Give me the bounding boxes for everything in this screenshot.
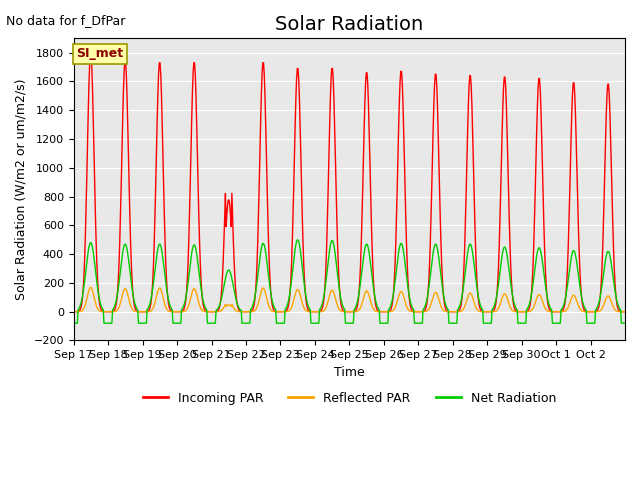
Legend: Incoming PAR, Reflected PAR, Net Radiation: Incoming PAR, Reflected PAR, Net Radiati… [138, 387, 561, 410]
Text: SI_met: SI_met [77, 48, 124, 60]
X-axis label: Time: Time [334, 366, 365, 379]
Title: Solar Radiation: Solar Radiation [275, 15, 424, 34]
Y-axis label: Solar Radiation (W/m2 or um/m2/s): Solar Radiation (W/m2 or um/m2/s) [15, 79, 28, 300]
Text: No data for f_DfPar: No data for f_DfPar [6, 14, 126, 27]
